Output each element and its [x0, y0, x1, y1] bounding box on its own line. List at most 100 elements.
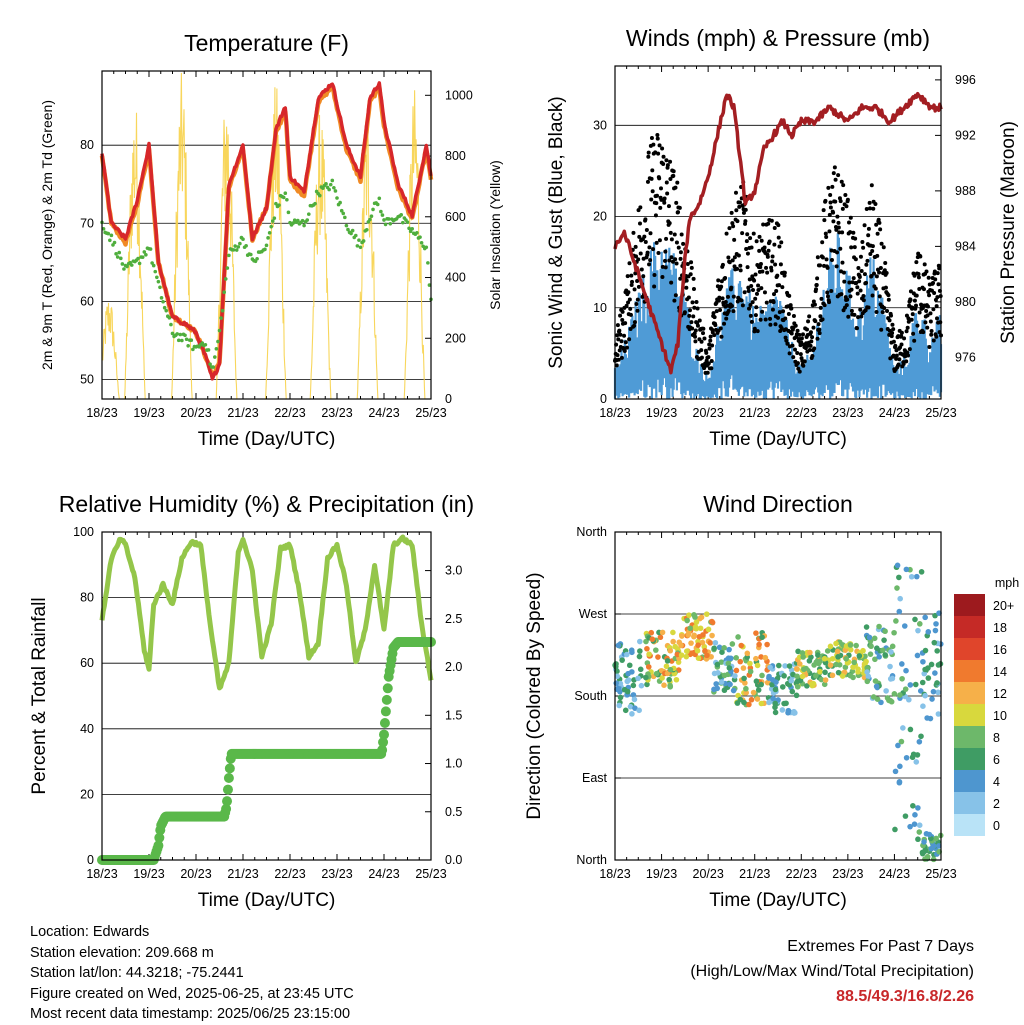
direction-point	[646, 651, 652, 657]
gust-point	[814, 287, 819, 292]
gust-point	[757, 234, 762, 239]
gust-point	[673, 185, 678, 190]
gust-point	[925, 304, 930, 309]
dewpoint-point	[264, 243, 269, 248]
gust-point	[638, 251, 643, 256]
gust-point	[648, 231, 653, 236]
gust-point	[727, 226, 732, 231]
gust-point	[656, 251, 661, 256]
direction-point	[932, 627, 939, 634]
gust-point	[861, 298, 866, 303]
gust-point	[629, 273, 634, 278]
gust-point	[909, 317, 914, 322]
x-tick-label: 22/23	[274, 406, 305, 420]
gust-point	[652, 272, 657, 277]
gust-point	[773, 262, 778, 267]
gust-point	[739, 298, 744, 303]
gust-point	[662, 258, 667, 263]
direction-point	[721, 687, 728, 694]
direction-point	[822, 677, 829, 683]
gust-point	[936, 282, 941, 287]
direction-point	[743, 685, 749, 692]
gust-point	[745, 265, 750, 270]
gust-point	[836, 220, 841, 225]
dewpoint-point	[178, 332, 183, 337]
direction-point	[932, 670, 938, 676]
direction-point	[764, 641, 770, 648]
gust-point	[676, 245, 681, 250]
gust-point	[691, 314, 696, 319]
gust-point	[838, 199, 843, 204]
dewpoint-point	[184, 337, 189, 342]
direction-point	[919, 679, 926, 686]
gust-point	[891, 327, 896, 332]
dewpoint-point	[426, 261, 430, 265]
gust-point	[919, 302, 924, 307]
direction-point	[896, 608, 903, 615]
solar-trace	[171, 72, 193, 400]
direction-point	[649, 636, 656, 642]
direction-point	[636, 653, 643, 660]
gust-point	[820, 255, 825, 260]
dewpoint-point	[335, 196, 339, 200]
direction-point	[907, 823, 913, 830]
gust-point	[810, 353, 815, 358]
gust-point	[719, 279, 724, 284]
gust-point	[821, 208, 826, 213]
direction-point	[925, 629, 932, 635]
extremes-values: 88.5/49.3/16.8/2.26	[836, 988, 974, 1005]
gust-point	[633, 244, 638, 249]
gust-point	[906, 353, 911, 358]
gust-point	[765, 270, 770, 275]
direction-point	[726, 665, 733, 671]
gust-point	[849, 287, 854, 292]
dewpoint-point	[361, 239, 366, 243]
solar-trace	[403, 90, 426, 400]
gust-point	[848, 230, 853, 235]
y2-tick-label: 0	[445, 392, 452, 406]
gust-point	[657, 143, 662, 148]
gust-point	[738, 268, 743, 273]
dewpoint-point	[410, 226, 415, 231]
gust-point	[908, 298, 913, 303]
direction-point	[699, 639, 706, 646]
dewpoint-point	[405, 220, 410, 224]
gust-point	[668, 159, 673, 164]
gust-point	[634, 254, 639, 259]
gust-point	[870, 293, 875, 298]
gust-point	[617, 348, 622, 353]
direction-point	[864, 665, 870, 671]
direction-point	[842, 664, 849, 671]
gust-point	[819, 296, 824, 301]
direction-point	[714, 661, 721, 668]
gust-point	[648, 258, 653, 263]
direction-point	[900, 725, 906, 731]
dewpoint-point	[313, 201, 317, 206]
gust-point	[672, 298, 677, 303]
direction-point	[839, 673, 846, 679]
direction-point	[697, 625, 704, 632]
gust-point	[877, 270, 882, 275]
gust-point	[706, 355, 711, 360]
dewpoint-point	[364, 227, 369, 232]
direction-point	[758, 654, 764, 660]
direction-point	[880, 647, 886, 654]
dewpoint-point	[176, 338, 181, 343]
station-location: Location: Edwards	[30, 924, 150, 940]
precip-point	[379, 729, 389, 740]
y-tick-label: North	[576, 853, 607, 867]
direction-point	[750, 689, 757, 696]
gust-point	[762, 245, 767, 250]
y-tick-label: 30	[593, 118, 607, 132]
direction-point	[718, 659, 725, 665]
direction-point	[637, 666, 644, 673]
dewpoint-point	[140, 255, 145, 259]
dewpoint-point	[159, 296, 164, 300]
dewpoint-point	[109, 233, 114, 238]
direction-point	[821, 655, 828, 662]
gust-point	[915, 323, 920, 328]
gust-point	[615, 353, 620, 358]
gust-point	[701, 326, 706, 331]
colorbar-label: 10	[993, 709, 1007, 723]
direction-point	[882, 652, 888, 658]
